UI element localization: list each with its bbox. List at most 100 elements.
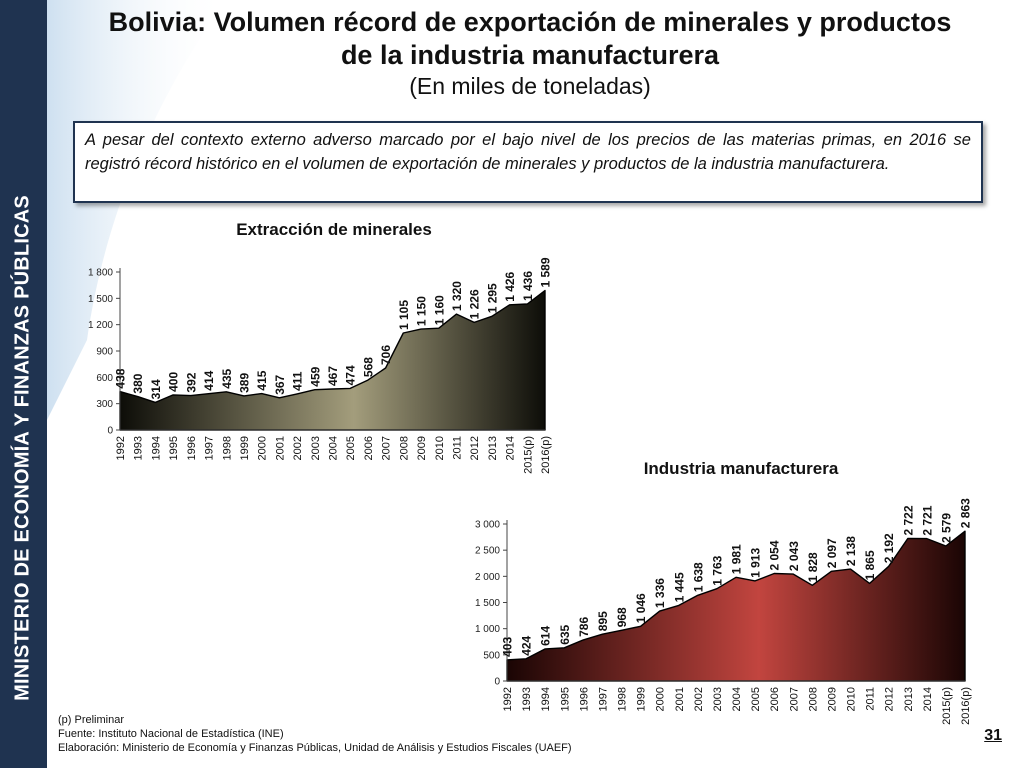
x-tick-label: 2013: [903, 687, 915, 711]
data-label: 435: [220, 368, 234, 388]
x-tick-label: 1993: [133, 436, 145, 460]
data-label: 389: [238, 373, 252, 393]
data-label: 1 160: [432, 295, 446, 325]
y-tick-label: 3 000: [475, 520, 500, 531]
y-tick-label: 1 000: [475, 624, 500, 635]
data-label: 415: [255, 370, 269, 390]
data-label: 706: [379, 345, 393, 365]
y-tick-label: 1 500: [88, 294, 113, 305]
y-tick-label: 2 500: [475, 546, 500, 557]
chart-minerales: Extracción de minerales 0 300 600 900 1 200 1 …: [88, 220, 553, 474]
x-tick-label: 2010: [434, 436, 446, 460]
data-label: 968: [615, 607, 629, 627]
page-title: Bolivia: Volumen récord de exportación d…: [60, 6, 1000, 100]
x-tick-label: 2008: [398, 436, 410, 460]
data-label: 314: [149, 379, 163, 399]
x-tick-label: 2007: [788, 687, 800, 711]
x-tick-label: 1999: [239, 436, 251, 460]
x-tick-label: 2005: [750, 687, 762, 711]
title-line-1: Bolivia: Volumen récord de exportación d…: [108, 7, 952, 37]
x-tick-label: 2004: [328, 436, 340, 460]
footer-preliminar: (p) Preliminar: [58, 714, 125, 726]
x-tick-label: 1996: [186, 436, 198, 460]
data-label: 1 445: [672, 572, 686, 602]
chart-title: Industria manufacturera: [644, 459, 839, 478]
data-label: 1 981: [730, 544, 744, 574]
summary-note: A pesar del contexto externo adverso mar…: [73, 121, 983, 203]
y-tick-label: 1 800: [88, 268, 113, 279]
x-tick-label: 1996: [578, 687, 590, 711]
data-label: 1 046: [634, 593, 648, 623]
page-number: 31: [984, 727, 1002, 744]
sidebar: MINISTERIO DE ECONOMÍA Y FINANZAS PÚBLIC…: [0, 0, 47, 768]
data-label: 380: [131, 373, 145, 393]
footer-elaboration: Elaboración: Ministerio de Economía y Fi…: [58, 742, 572, 754]
data-label: 1 763: [710, 555, 724, 585]
data-label: 1 589: [539, 257, 553, 287]
data-label: 1 426: [503, 271, 517, 301]
x-tick-label: 1995: [168, 436, 180, 460]
footer-source: Fuente: Instituto Nacional de Estadístic…: [58, 728, 284, 740]
data-label: 2 054: [768, 540, 782, 570]
x-tick-label: 2009: [416, 436, 428, 460]
x-tick-label: 2012: [884, 687, 896, 711]
data-label: 400: [167, 372, 181, 392]
x-tick-label: 2007: [381, 436, 393, 460]
x-tick-label: 2002: [693, 687, 705, 711]
x-tick-label: 2010: [846, 687, 858, 711]
data-label: 786: [577, 617, 591, 637]
x-tick-label: 2014: [922, 687, 934, 711]
x-tick-label: 1999: [636, 687, 648, 711]
ministry-name: MINISTERIO DE ECONOMÍA Y FINANZAS PÚBLIC…: [11, 195, 34, 701]
data-label: 1 226: [468, 289, 482, 319]
x-tick-label: 2005: [345, 436, 357, 460]
chart-title: Extracción de minerales: [236, 220, 432, 239]
data-label: 392: [184, 372, 198, 392]
data-label: 467: [326, 366, 340, 386]
x-tick-label: 1993: [521, 687, 533, 711]
area-series: [506, 530, 966, 682]
data-label: 895: [596, 611, 610, 631]
area-series: [119, 289, 546, 431]
x-tick-label: 2013: [487, 436, 499, 460]
data-label: 459: [308, 366, 322, 386]
data-label: 2 863: [959, 498, 973, 528]
footer-notes: (p) Preliminar Fuente: Instituto Naciona…: [58, 713, 572, 755]
x-tick-label: 2004: [731, 687, 743, 711]
x-tick-label: 1994: [540, 687, 552, 711]
x-tick-label: 2000: [655, 687, 667, 711]
x-tick-label: 1998: [617, 687, 629, 711]
data-label: 1 105: [397, 300, 411, 330]
data-label: 424: [520, 635, 534, 655]
data-label: 614: [539, 626, 553, 646]
data-label: 1 336: [653, 578, 667, 608]
data-label: 1 150: [415, 296, 429, 326]
data-label: 568: [361, 357, 375, 377]
y-tick-label: 600: [96, 373, 113, 384]
data-label: 474: [344, 365, 358, 385]
data-label: 2 138: [844, 536, 858, 566]
data-label: 1 828: [806, 552, 820, 582]
data-label: 1 913: [749, 548, 763, 578]
data-label: 1 436: [521, 271, 535, 301]
data-label: 2 722: [901, 505, 915, 535]
data-label: 1 638: [691, 562, 705, 592]
x-tick-label: 2002: [292, 436, 304, 460]
title-line-2: de la industria manufacturera: [340, 40, 720, 70]
data-label: 2 043: [787, 541, 801, 571]
x-tick-label: 1998: [221, 436, 233, 460]
data-label: 2 192: [882, 533, 896, 563]
data-label: 438: [114, 368, 128, 388]
x-tick-label: 1992: [115, 436, 127, 460]
x-tick-label: 2000: [257, 436, 269, 460]
x-tick-label: 2006: [363, 436, 375, 460]
data-label: 1 865: [863, 550, 877, 580]
x-tick-label: 1997: [597, 687, 609, 711]
data-label: 2 097: [825, 538, 839, 568]
x-tick-label: 2008: [807, 687, 819, 711]
x-tick-label: 1995: [559, 687, 571, 711]
y-tick-label: 1 500: [475, 598, 500, 609]
data-label: 1 320: [450, 281, 464, 311]
x-tick-label: 2011: [452, 436, 464, 460]
x-tick-label: 1992: [502, 687, 514, 711]
